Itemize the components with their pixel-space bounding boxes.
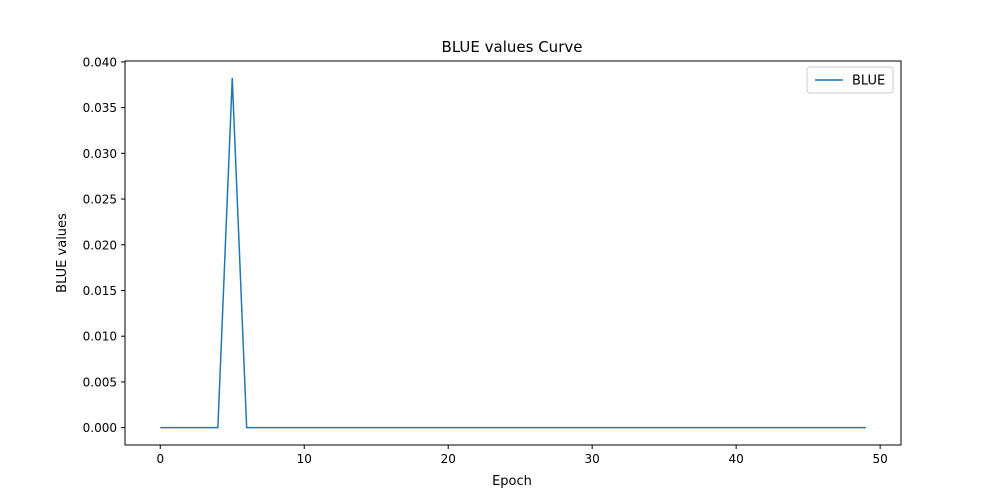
data-point [764,427,766,429]
data-point [851,427,853,429]
x-tick-label: 40 [729,452,744,466]
series-line-blue [160,77,866,429]
data-point [735,427,737,429]
y-tick-label: 0.025 [83,193,117,207]
data-point [836,427,838,429]
axes: 0 10 20 30 40 50 0.000 0.005 0.010 0.015 0.020 0.02… [83,55,902,466]
x-tick-label: 0 [156,452,164,466]
chart-title: BLUE values Curve [442,38,583,56]
data-point [548,427,550,429]
data-point [404,427,406,429]
y-tick-label: 0.015 [83,284,117,298]
data-point [260,427,262,429]
data-point [361,427,363,429]
data-point [534,427,536,429]
data-point [721,427,723,429]
data-point [433,427,435,429]
data-point [390,427,392,429]
y-tick-label: 0.035 [83,101,117,115]
data-point [217,427,219,429]
data-point [318,427,320,429]
data-point [678,427,680,429]
x-axis-label: Epoch [492,474,532,489]
data-point [649,427,651,429]
data-point [692,427,694,429]
data-point [419,427,421,429]
data-point [332,427,334,429]
data-point [663,427,665,429]
data-point [275,427,277,429]
data-point [505,427,507,429]
data-point [232,78,234,80]
data-point [303,427,305,429]
legend-box [806,66,894,94]
y-tick-label: 0.010 [83,330,117,344]
data-point [476,427,478,429]
x-tick-label: 30 [585,452,600,466]
data-point [491,427,493,429]
x-tick-label: 50 [872,452,887,466]
data-point [635,427,637,429]
data-point [865,427,867,429]
axes-frame [124,60,902,446]
data-point [707,427,709,429]
legend: BLUE [806,66,894,94]
data-point [793,427,795,429]
data-point [750,427,752,429]
data-point [188,427,190,429]
y-tick-label: 0.030 [83,147,117,161]
y-axis-label: BLUE values [55,213,70,293]
data-point [462,427,464,429]
data-point [246,427,248,429]
data-point [563,427,565,429]
plot-area [160,77,867,429]
x-tick-label: 10 [297,452,312,466]
data-point [620,427,622,429]
data-point [807,427,809,429]
x-tick-label: 20 [441,452,456,466]
data-point [779,427,781,429]
data-point [174,427,176,429]
data-point [375,427,377,429]
data-point [577,427,579,429]
data-point [160,427,162,429]
legend-label: BLUE [852,74,885,89]
data-point [447,427,449,429]
data-point [591,427,593,429]
y-tick-label: 0.005 [83,375,117,389]
y-tick-label: 0.040 [83,55,117,69]
data-point [606,427,608,429]
y-tick-label: 0.000 [83,421,117,435]
data-point [519,427,521,429]
data-point [289,427,291,429]
data-point [822,427,824,429]
y-tick-label: 0.020 [83,238,117,252]
data-point [203,427,205,429]
data-point [347,427,349,429]
